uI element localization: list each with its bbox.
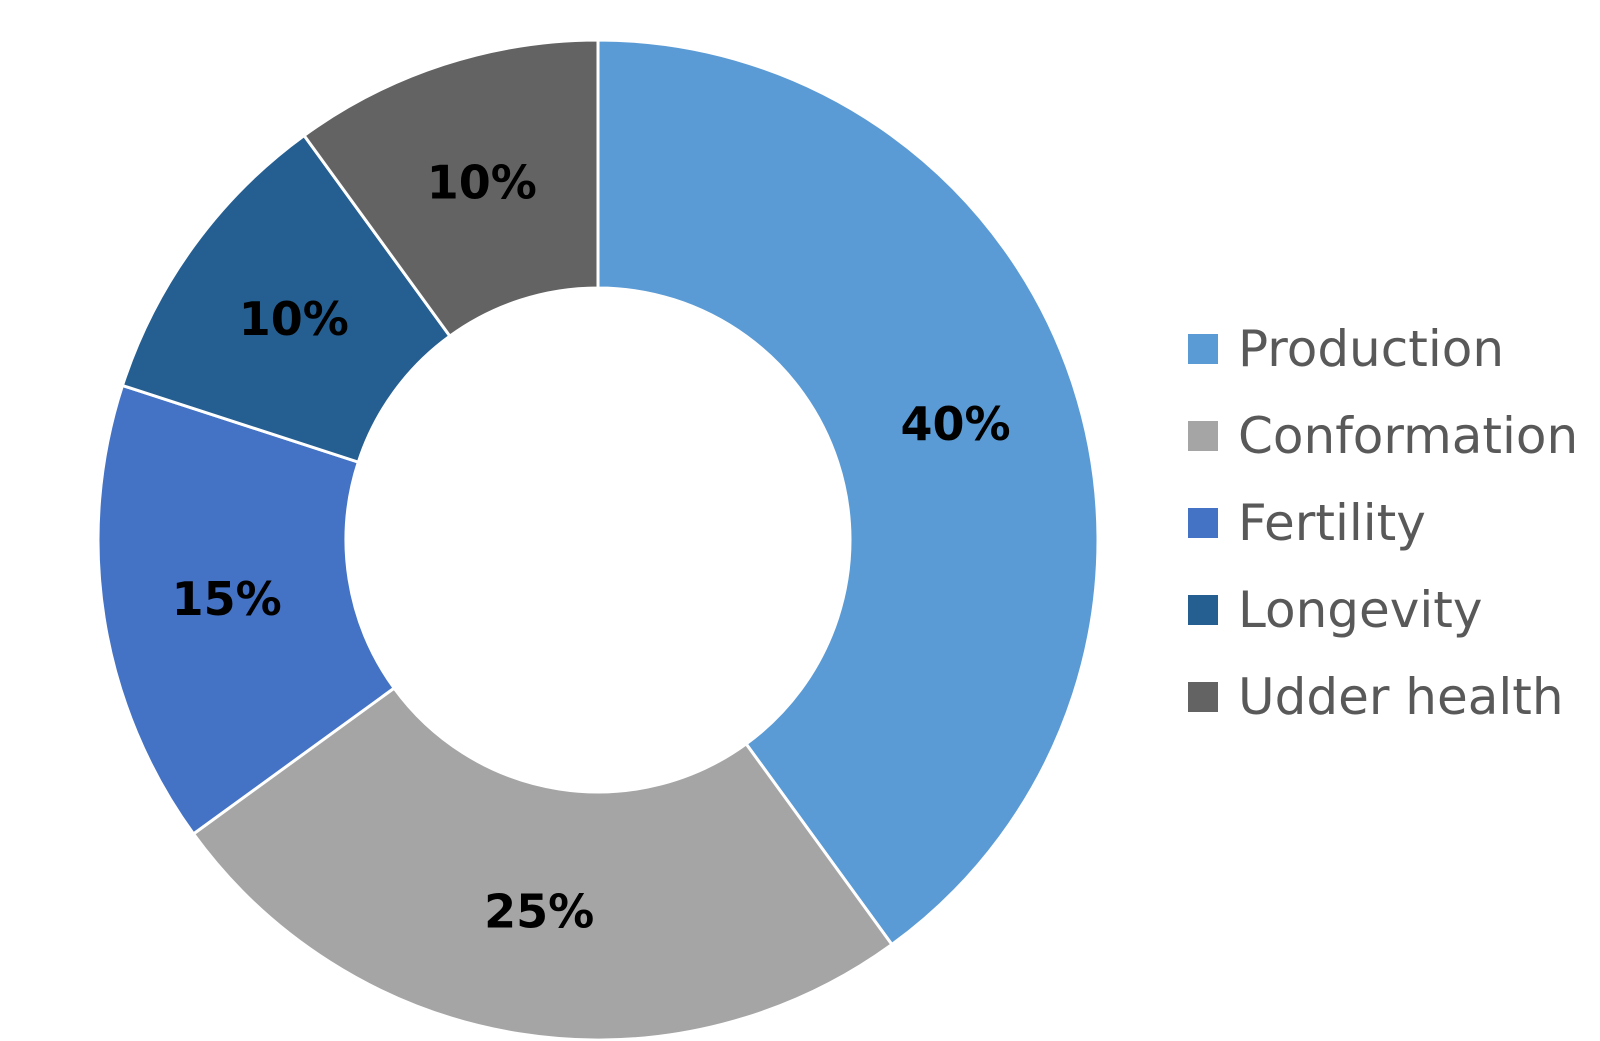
legend-item-udder-health: Udder health <box>1188 653 1578 740</box>
legend-label: Fertility <box>1238 493 1426 552</box>
legend-label: Production <box>1238 319 1505 378</box>
data-label-udder-health: 10% <box>427 155 537 209</box>
chart-legend: Production Conformation Fertility Longevity… <box>1188 305 1578 740</box>
legend-item-longevity: Longevity <box>1188 566 1578 653</box>
data-label-fertility: 15% <box>172 572 282 626</box>
legend-item-production: Production <box>1188 305 1578 392</box>
legend-swatch-icon <box>1188 507 1218 538</box>
legend-item-fertility: Fertility <box>1188 479 1578 566</box>
legend-label: Udder health <box>1238 667 1564 726</box>
legend-swatch-icon <box>1188 420 1218 451</box>
legend-swatch-icon <box>1188 333 1218 364</box>
data-label-longevity: 10% <box>239 292 349 346</box>
slice-fertility <box>96 383 397 836</box>
slice-udder-health <box>302 38 600 339</box>
slice-longevity <box>120 133 452 465</box>
legend-item-conformation: Conformation <box>1188 392 1578 479</box>
slice-production <box>596 38 1100 947</box>
data-label-production: 40% <box>901 397 1011 451</box>
slice-conformation <box>191 686 894 1041</box>
legend-label: Conformation <box>1238 406 1579 465</box>
legend-swatch-icon <box>1188 594 1218 625</box>
donut-data-labels: 40% 25% 15% 10% 10% <box>172 155 1011 938</box>
legend-swatch-icon <box>1188 681 1218 712</box>
legend-label: Longevity <box>1238 580 1483 639</box>
data-label-conformation: 25% <box>484 884 594 938</box>
donut-slices <box>96 38 1100 1041</box>
